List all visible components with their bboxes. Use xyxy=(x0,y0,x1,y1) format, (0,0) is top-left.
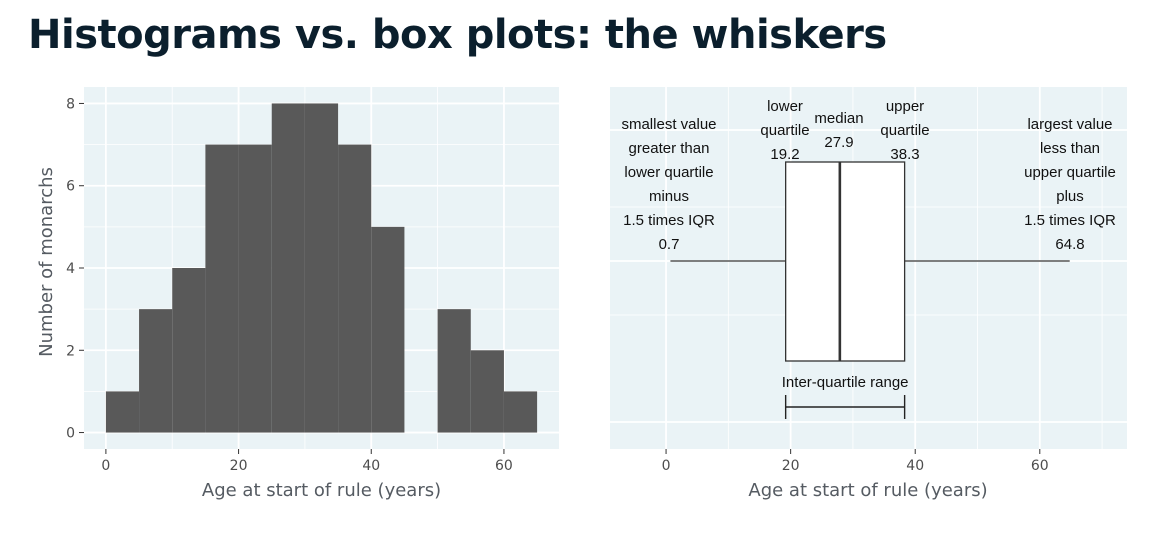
low-whisker-annotation: greater than xyxy=(629,140,710,157)
lower-quartile-annotation: 19.2 xyxy=(770,146,799,163)
histogram-bar xyxy=(205,144,239,433)
box-plot-annotations: smallest value greater than lower quartile… xyxy=(621,98,1116,391)
high-whisker-annotation: largest value xyxy=(1027,116,1112,133)
histogram-bar xyxy=(304,103,339,433)
box-plot-chart: 0 20 40 60 smallest value greater than lower … xyxy=(610,87,1127,501)
histogram-x-axis-title: Age at start of rule (years) xyxy=(202,480,441,501)
iqr-annotation: Inter-quartile range xyxy=(782,374,909,391)
x-tick-label: 20 xyxy=(230,458,248,474)
y-tick-label: 6 xyxy=(66,179,75,195)
median-annotation: 27.9 xyxy=(824,134,853,151)
high-whisker-annotation: 64.8 xyxy=(1055,236,1084,253)
high-whisker-annotation: less than xyxy=(1040,140,1100,157)
histogram-y-axis-title: Number of monarchs xyxy=(36,167,57,357)
histogram-bar xyxy=(105,391,140,433)
iqr-box xyxy=(785,161,906,362)
x-tick-label: 0 xyxy=(101,458,110,474)
high-whisker-annotation: upper quartile xyxy=(1024,164,1116,181)
histogram-bar xyxy=(238,144,272,433)
box-plot-marks xyxy=(670,161,1070,419)
x-tick-label: 60 xyxy=(495,458,513,474)
histogram-bar xyxy=(503,391,538,433)
upper-quartile-annotation: quartile xyxy=(880,122,929,139)
histogram-bar xyxy=(470,350,504,433)
histogram-bar xyxy=(371,226,405,433)
low-whisker-annotation: 1.5 times IQR xyxy=(623,212,715,229)
lower-quartile-annotation: quartile xyxy=(760,122,809,139)
histogram-bar xyxy=(139,309,173,433)
upper-quartile-annotation: upper xyxy=(886,98,924,115)
low-whisker-annotation: minus xyxy=(649,188,689,205)
x-tick-label: 40 xyxy=(362,458,380,474)
median-annotation: median xyxy=(814,110,863,127)
histogram-axes: 0 20 40 60 0 2 4 6 8 xyxy=(66,96,513,474)
histogram-chart: 0 20 40 60 0 2 4 6 8 Age at start of rule (years… xyxy=(36,87,559,501)
upper-quartile-annotation: 38.3 xyxy=(890,146,919,163)
lower-quartile-annotation: lower xyxy=(767,98,803,115)
x-tick-label: 60 xyxy=(1031,458,1049,474)
histogram-bar xyxy=(172,268,206,433)
low-whisker-annotation: smallest value xyxy=(621,116,716,133)
x-tick-label: 40 xyxy=(906,458,924,474)
low-whisker-annotation: 0.7 xyxy=(659,236,680,253)
box-plot-axes: 0 20 40 60 xyxy=(662,449,1049,474)
low-whisker-annotation: lower quartile xyxy=(624,164,713,181)
histogram-bar xyxy=(437,309,471,433)
box-plot-x-axis-title: Age at start of rule (years) xyxy=(748,480,987,501)
y-tick-label: 4 xyxy=(66,261,75,277)
x-tick-label: 20 xyxy=(782,458,800,474)
histogram-bars xyxy=(105,103,538,433)
slide-title: Histograms vs. box plots: the whiskers xyxy=(28,12,887,58)
y-tick-label: 2 xyxy=(66,343,75,359)
high-whisker-annotation: plus xyxy=(1056,188,1084,205)
y-tick-label: 8 xyxy=(66,96,75,112)
y-tick-label: 0 xyxy=(66,426,75,442)
histogram-bar xyxy=(271,103,305,433)
x-tick-label: 0 xyxy=(662,458,671,474)
high-whisker-annotation: 1.5 times IQR xyxy=(1024,212,1116,229)
histogram-bar xyxy=(338,144,372,433)
